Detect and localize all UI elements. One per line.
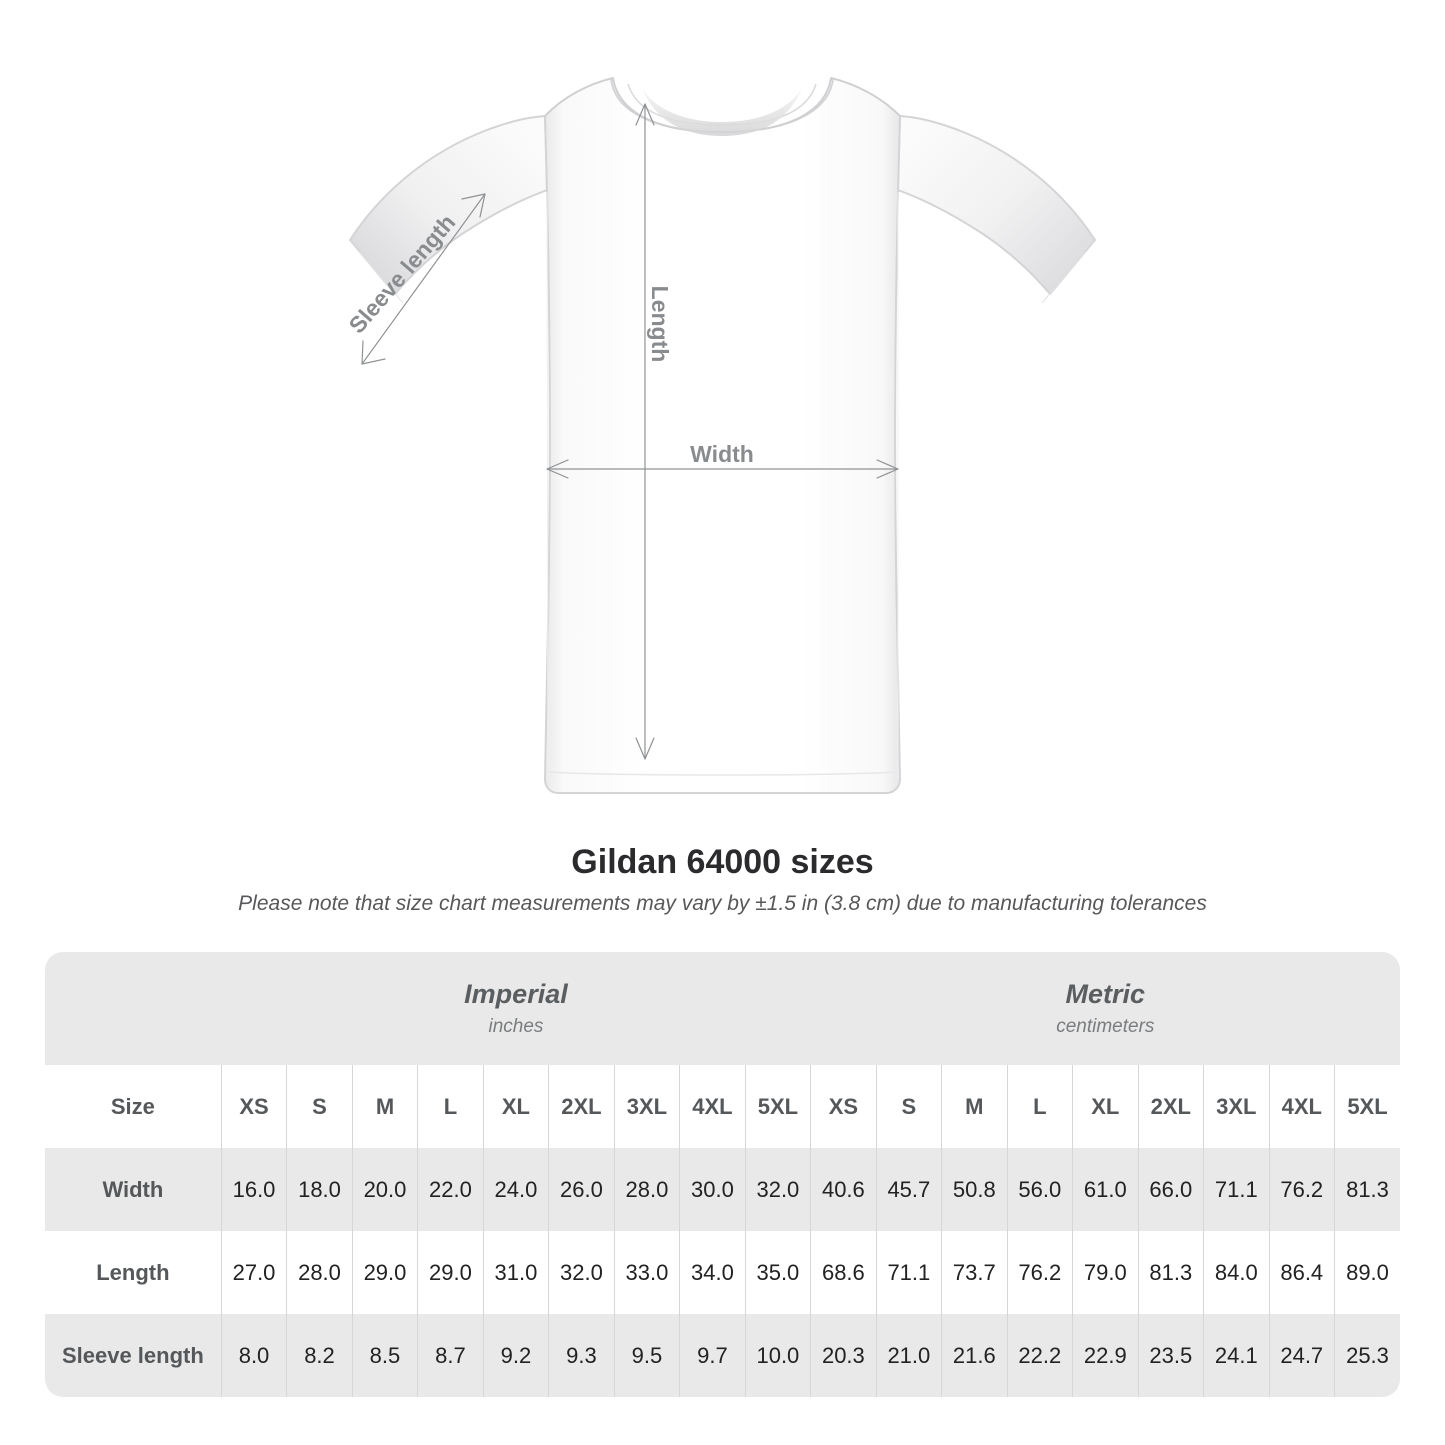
svg-text:Length: Length: [647, 286, 673, 363]
svg-text:Width: Width: [690, 441, 754, 467]
